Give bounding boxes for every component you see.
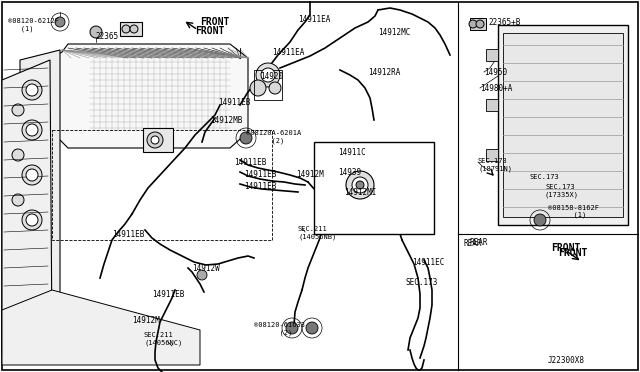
- Bar: [52, 130, 272, 240]
- Polygon shape: [2, 290, 200, 365]
- Text: SEC.173: SEC.173: [406, 278, 438, 287]
- Circle shape: [90, 26, 102, 38]
- Circle shape: [22, 210, 42, 230]
- Text: 14911EA: 14911EA: [298, 15, 330, 24]
- Text: ®08120-61633
      (2): ®08120-61633 (2): [254, 322, 305, 336]
- Bar: [503, 33, 623, 217]
- Text: 14911EB: 14911EB: [152, 290, 184, 299]
- Circle shape: [122, 25, 130, 33]
- Text: 14911EB: 14911EB: [244, 170, 276, 179]
- Bar: [486, 149, 498, 161]
- Text: 22365+B: 22365+B: [488, 18, 520, 27]
- Circle shape: [197, 270, 207, 280]
- Text: 14912M: 14912M: [132, 316, 160, 325]
- Circle shape: [26, 214, 38, 226]
- Circle shape: [26, 169, 38, 181]
- Text: FRONT: FRONT: [558, 248, 588, 258]
- Circle shape: [26, 84, 38, 96]
- Text: SEC.173: SEC.173: [530, 174, 560, 180]
- Text: 14920: 14920: [260, 72, 283, 81]
- Circle shape: [346, 171, 374, 199]
- Circle shape: [55, 17, 65, 27]
- Text: 14912MC: 14912MC: [378, 28, 410, 37]
- Text: 14911EB: 14911EB: [218, 98, 250, 107]
- Text: 14912RA: 14912RA: [368, 68, 401, 77]
- Text: 14950: 14950: [484, 68, 507, 77]
- Bar: [486, 49, 498, 61]
- Text: 14911C: 14911C: [338, 148, 365, 157]
- Circle shape: [269, 82, 281, 94]
- Circle shape: [151, 136, 159, 144]
- Text: 14911EB: 14911EB: [234, 158, 266, 167]
- Text: REAR: REAR: [463, 239, 481, 248]
- Text: 14912MB: 14912MB: [210, 116, 243, 125]
- Text: 14911EC: 14911EC: [412, 258, 444, 267]
- Circle shape: [240, 132, 252, 144]
- Circle shape: [256, 63, 280, 87]
- Circle shape: [12, 194, 24, 206]
- Text: 14912MI: 14912MI: [344, 188, 376, 197]
- Text: 14912M: 14912M: [296, 170, 324, 179]
- Text: 14911EA: 14911EA: [272, 48, 305, 57]
- Circle shape: [261, 68, 275, 82]
- Text: FRONT: FRONT: [551, 243, 580, 253]
- Polygon shape: [2, 60, 52, 355]
- Circle shape: [469, 20, 477, 28]
- Circle shape: [352, 177, 368, 193]
- Circle shape: [534, 214, 546, 226]
- Bar: [486, 99, 498, 111]
- Circle shape: [22, 120, 42, 140]
- Polygon shape: [20, 50, 60, 330]
- Bar: [460, 236, 560, 254]
- Text: SEC.173
(17335X): SEC.173 (17335X): [545, 184, 579, 198]
- Polygon shape: [52, 44, 248, 148]
- Bar: [254, 70, 282, 100]
- Circle shape: [12, 149, 24, 161]
- Circle shape: [130, 25, 138, 33]
- Text: SEC.211
(14056NC): SEC.211 (14056NC): [144, 332, 182, 346]
- Circle shape: [476, 20, 484, 28]
- Circle shape: [26, 124, 38, 136]
- Bar: [314, 142, 434, 234]
- Text: 14911EB: 14911EB: [244, 182, 276, 191]
- Circle shape: [250, 80, 266, 96]
- Circle shape: [306, 322, 318, 334]
- Circle shape: [22, 165, 42, 185]
- Circle shape: [286, 322, 298, 334]
- Bar: [470, 18, 486, 30]
- Text: FRONT: FRONT: [195, 26, 225, 36]
- Text: SEC.173
(18791N): SEC.173 (18791N): [478, 158, 512, 171]
- Text: ®08120A-6201A
      (2): ®08120A-6201A (2): [246, 130, 301, 144]
- Circle shape: [12, 104, 24, 116]
- Circle shape: [147, 132, 163, 148]
- Bar: [120, 22, 142, 36]
- Text: ®08120-6212F
   (1): ®08120-6212F (1): [8, 18, 59, 32]
- Text: 14939: 14939: [338, 168, 361, 177]
- Text: 22365: 22365: [95, 32, 118, 41]
- Text: REAR: REAR: [470, 238, 488, 247]
- Circle shape: [22, 80, 42, 100]
- Text: J22300X8: J22300X8: [548, 356, 585, 365]
- Text: 14911EB: 14911EB: [112, 230, 145, 239]
- Text: FRONT: FRONT: [200, 17, 229, 27]
- Text: 14980+A: 14980+A: [480, 84, 513, 93]
- Bar: [143, 128, 173, 152]
- Text: 14912W: 14912W: [192, 264, 220, 273]
- Text: SEC.211
(14056NB): SEC.211 (14056NB): [298, 226, 336, 240]
- Text: ®08158-8162F
      (1): ®08158-8162F (1): [548, 205, 599, 218]
- Circle shape: [356, 181, 364, 189]
- Bar: [498, 25, 628, 225]
